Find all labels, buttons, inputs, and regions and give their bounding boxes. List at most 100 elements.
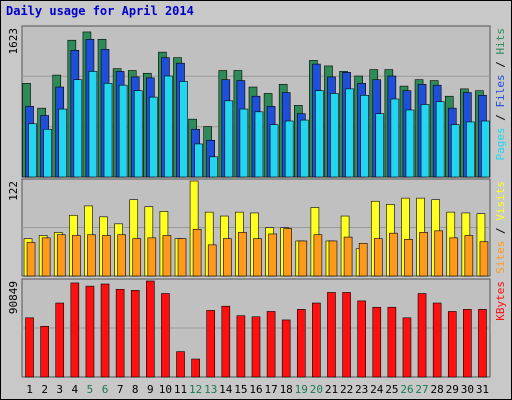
ymax-label: 1623: [7, 28, 20, 55]
bar-sites-day-6: [102, 235, 111, 277]
bar-kbytes-day-12: [191, 358, 200, 378]
bar-sites-day-24: [373, 238, 383, 277]
panel-3: 90849 KBytes: [7, 278, 507, 378]
bar-pages-day-24: [375, 113, 385, 178]
ymax-label: 90849: [7, 281, 20, 314]
x-tick-label: 3: [56, 383, 63, 396]
bar-pages-day-16: [254, 111, 264, 178]
bar-sites-day-15: [238, 232, 247, 277]
bar-kbytes-day-3: [55, 302, 65, 378]
bar-kbytes-day-15: [236, 315, 246, 378]
x-tick-label: 26: [400, 383, 413, 396]
bar-sites-day-3: [56, 234, 66, 277]
bar-pages-day-31: [481, 120, 490, 178]
series-legend-label: KBytes: [494, 281, 507, 321]
x-tick-label: 21: [325, 383, 338, 396]
bar-sites-day-12: [192, 228, 202, 277]
bar-kbytes-day-29: [447, 311, 457, 378]
bar-kbytes-day-27: [417, 293, 427, 378]
bar-pages-day-20: [315, 90, 324, 178]
bar-sites-day-7: [117, 234, 126, 277]
x-tick-label: 5: [87, 383, 94, 396]
legend-part: /: [494, 55, 507, 75]
bar-pages-day-5: [88, 71, 98, 178]
bar-kbytes-day-9: [146, 280, 155, 378]
x-tick-label: 22: [340, 383, 353, 396]
x-tick-label: 8: [132, 383, 139, 396]
bar-pages-day-18: [284, 120, 294, 178]
bar-sites-day-1: [26, 242, 36, 277]
x-tick-label: 20: [310, 383, 323, 396]
bar-kbytes-day-6: [100, 283, 110, 378]
bar-sites-day-9: [147, 237, 157, 277]
x-tick-label: 23: [355, 383, 368, 396]
legend-part: Hits: [494, 28, 507, 55]
bar-pages-day-1: [28, 123, 37, 178]
series-legend-label: Sites / Visits: [494, 181, 507, 274]
bar-sites-day-13: [207, 244, 217, 277]
bar-pages-day-6: [103, 83, 113, 178]
bar-pages-day-17: [269, 124, 279, 178]
panel-2: 122 Sites / Visits: [7, 178, 507, 277]
bar-pages-day-21: [330, 93, 339, 178]
ymax-label: 122: [7, 181, 20, 201]
x-tick-label: 11: [174, 383, 187, 396]
bar-pages-day-29: [450, 124, 460, 178]
bar-kbytes-day-24: [372, 306, 382, 378]
bar-kbytes-day-19: [296, 309, 306, 378]
bar-sites-day-8: [132, 238, 142, 277]
bar-kbytes-day-21: [327, 292, 336, 378]
bar-kbytes-day-25: [387, 306, 397, 378]
bar-pages-day-25: [390, 98, 400, 178]
x-axis: 1 2 3 4 5 6 7 8 9 10 11 12 13 14 15 16 17 18 19 20 21 22 23 24 2…: [26, 383, 489, 396]
x-tick-label: 30: [461, 383, 474, 396]
bar-sites-day-17: [268, 233, 277, 277]
legend-part: Pages: [494, 127, 507, 160]
bar-kbytes-day-8: [130, 290, 140, 378]
bar-pages-day-28: [435, 101, 445, 178]
bar-sites-day-10: [162, 235, 172, 277]
panel-1: 1623 Pages / Files / Hits: [7, 25, 507, 178]
bar-kbytes-day-20: [312, 302, 321, 378]
bar-pages-day-4: [73, 79, 83, 178]
bar-kbytes-day-16: [251, 316, 261, 378]
x-tick-label: 15: [234, 383, 247, 396]
legend-part: Files: [494, 74, 507, 107]
bar-pages-day-27: [420, 104, 430, 178]
bar-kbytes-day-17: [266, 311, 276, 378]
x-tick-label: 17: [264, 383, 277, 396]
bar-sites-day-22: [343, 236, 353, 277]
bar-pages-day-14: [224, 100, 234, 178]
bar-kbytes-day-31: [478, 309, 487, 378]
bar-sites-day-5: [87, 234, 96, 277]
bar-kbytes-day-11: [176, 351, 185, 378]
bar-kbytes-day-26: [402, 317, 412, 378]
x-tick-label: 31: [476, 383, 489, 396]
bar-sites-day-19: [298, 240, 308, 277]
x-tick-label: 10: [159, 383, 172, 396]
bar-kbytes-day-7: [115, 288, 125, 378]
bar-sites-day-29: [449, 237, 459, 277]
x-tick-label: 4: [72, 383, 79, 396]
bar-pages-day-19: [299, 119, 309, 178]
bar-sites-day-11: [177, 238, 187, 277]
bar-kbytes-day-18: [281, 319, 291, 378]
bar-kbytes-day-10: [161, 293, 170, 378]
x-tick-label: 24: [370, 383, 384, 396]
bar-sites-day-31: [479, 241, 489, 277]
bar-sites-day-26: [404, 239, 413, 277]
bar-pages-day-2: [43, 128, 52, 178]
series-legend-label: Pages / Files / Hits: [494, 28, 507, 161]
x-tick-label: 18: [280, 383, 293, 396]
bar-pages-day-3: [58, 108, 68, 178]
bar-sites-day-27: [419, 232, 428, 277]
bar-pages-day-15: [239, 108, 249, 178]
bar-sites-day-30: [464, 235, 474, 277]
bar-sites-day-16: [253, 238, 262, 277]
legend-part: /: [494, 221, 507, 241]
bar-pages-day-26: [405, 109, 415, 178]
x-tick-label: 27: [415, 383, 428, 396]
bar-sites-day-20: [313, 234, 323, 277]
